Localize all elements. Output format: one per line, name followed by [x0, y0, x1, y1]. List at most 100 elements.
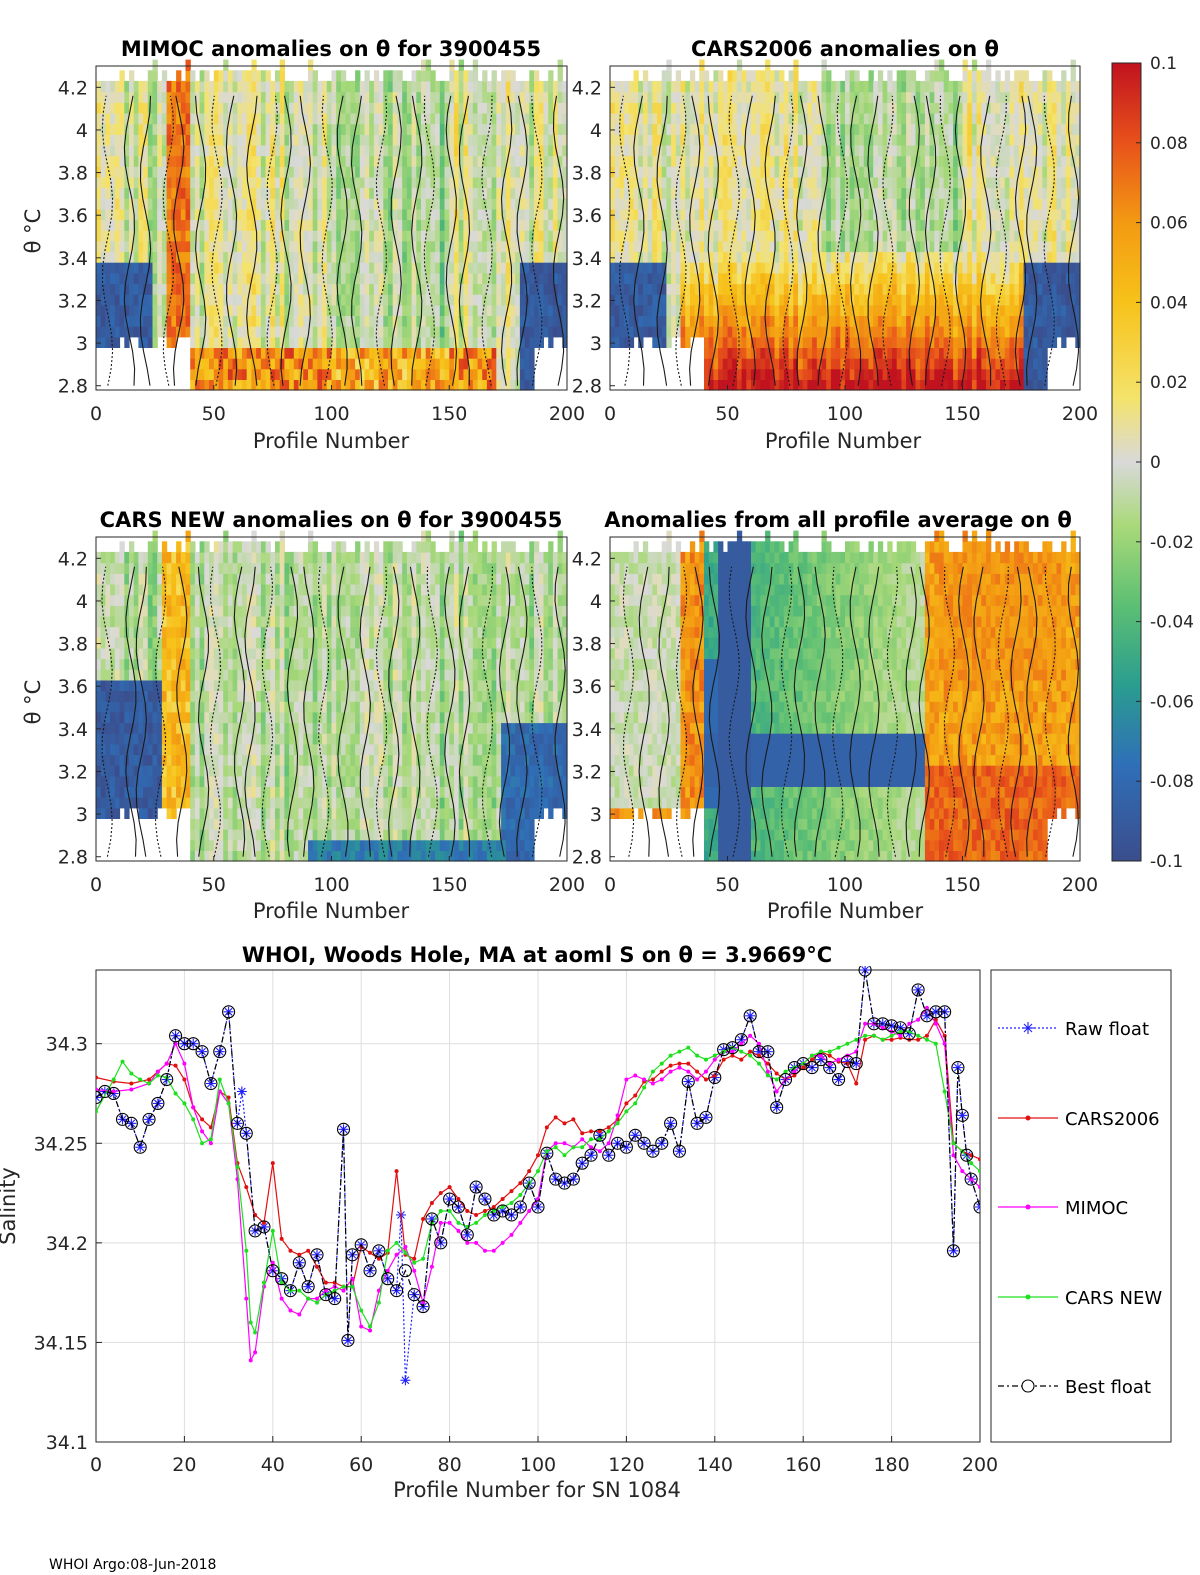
heatmap-cell — [124, 294, 130, 306]
heatmap-cell — [190, 70, 196, 82]
heatmap-cell — [171, 326, 177, 338]
heatmap-cell — [877, 294, 884, 306]
heatmap-cell — [190, 166, 196, 178]
heatmap-cell — [350, 272, 356, 285]
heatmap-cell — [157, 155, 163, 167]
heatmap-cell — [185, 144, 191, 157]
heatmap-cell — [331, 155, 337, 167]
heatmap-cell — [943, 166, 949, 178]
heatmap-cell — [680, 80, 686, 93]
heatmap-cell — [227, 102, 234, 114]
heatmap-cell — [251, 304, 257, 316]
heatmap-cell — [755, 358, 761, 370]
heatmap-cell — [765, 358, 771, 370]
heatmap-cell — [143, 166, 149, 178]
heatmap-cell — [548, 91, 554, 103]
heatmap-cell — [171, 176, 177, 189]
heatmap-cell — [802, 123, 808, 135]
heatmap-cell — [129, 304, 135, 316]
heatmap-cell — [704, 368, 710, 380]
heatmap-cell — [289, 326, 295, 338]
heatmap-cell — [454, 326, 460, 338]
heatmap-cell — [373, 155, 380, 167]
heatmap-cell — [454, 70, 460, 82]
heatmap-cell — [614, 208, 620, 221]
heatmap-cell — [359, 251, 366, 263]
heatmap-cell — [505, 219, 512, 231]
heatmap-cell — [496, 240, 502, 253]
heatmap-cell — [788, 326, 794, 338]
heatmap-cell — [176, 240, 182, 253]
heatmap-cell — [727, 219, 733, 231]
heatmap-cell — [505, 347, 512, 359]
heatmap-cell — [929, 144, 935, 157]
heatmap-cell — [439, 134, 446, 146]
heatmap-cell — [411, 230, 417, 242]
heatmap-cell — [661, 304, 667, 316]
heatmap-cell — [868, 134, 874, 146]
heatmap-cell — [788, 198, 794, 210]
heatmap-cell — [129, 155, 135, 167]
heatmap-cell — [251, 80, 257, 93]
heatmap-cell — [901, 326, 907, 338]
heatmap-cell — [204, 294, 210, 306]
heatmap-cell — [458, 347, 464, 359]
heatmap-cell — [906, 336, 912, 348]
heatmap-cell — [859, 315, 865, 327]
heatmap-cell — [96, 112, 102, 125]
heatmap-cell — [194, 187, 201, 199]
heatmap-cell — [218, 166, 224, 178]
heatmap-cell — [359, 358, 366, 370]
heatmap-cell — [279, 326, 285, 338]
heatmap-cell — [552, 304, 559, 316]
heatmap-cell — [510, 283, 516, 295]
heatmap-cell — [774, 91, 780, 103]
heatmap-cell — [868, 304, 874, 316]
heatmap-cell — [369, 283, 375, 295]
heatmap-cell — [689, 112, 696, 125]
heatmap-cell — [877, 166, 884, 178]
heatmap-cell — [293, 208, 300, 221]
heatmap-cell — [209, 240, 215, 253]
heatmap-cell — [948, 208, 954, 221]
heatmap-cell — [463, 230, 469, 242]
heatmap-cell — [317, 134, 323, 146]
heatmap-cell — [505, 326, 512, 338]
heatmap-cell — [538, 283, 544, 295]
heatmap-cell — [708, 294, 714, 306]
heatmap-cell — [293, 198, 300, 210]
heatmap-cell — [628, 262, 635, 274]
heatmap-cell — [529, 336, 535, 348]
heatmap-cell — [246, 304, 252, 316]
heatmap-cell — [227, 70, 234, 82]
heatmap-cell — [929, 198, 935, 210]
heatmap-cell — [275, 123, 281, 135]
heatmap-cell — [284, 368, 290, 380]
heatmap-cell — [826, 358, 832, 370]
heatmap-contour-line — [390, 95, 402, 386]
heatmap-cell — [392, 368, 398, 380]
heatmap-cell — [746, 176, 752, 189]
heatmap-cell — [256, 358, 262, 370]
heatmap-cell — [425, 155, 431, 167]
heatmap-cell — [275, 219, 281, 231]
heatmap-cell — [227, 336, 234, 348]
heatmap-cell — [562, 112, 568, 125]
heatmap-cell — [345, 283, 351, 295]
y-tick-label: 3 — [76, 333, 88, 355]
heatmap-cell — [100, 230, 106, 242]
heatmap-cell — [270, 358, 276, 370]
heatmap-cell — [543, 80, 549, 93]
heatmap-cell — [727, 198, 733, 210]
heatmap-cell — [369, 272, 375, 285]
heatmap-cell — [548, 198, 554, 210]
heatmap-cell — [378, 358, 384, 370]
heatmap-cell — [199, 219, 205, 231]
heatmap-cell — [161, 123, 168, 135]
heatmap-cell — [298, 166, 304, 178]
heatmap-cell — [501, 112, 507, 125]
heatmap-cell — [392, 144, 398, 157]
heatmap-cell — [953, 326, 959, 338]
heatmap-cell — [652, 144, 658, 157]
